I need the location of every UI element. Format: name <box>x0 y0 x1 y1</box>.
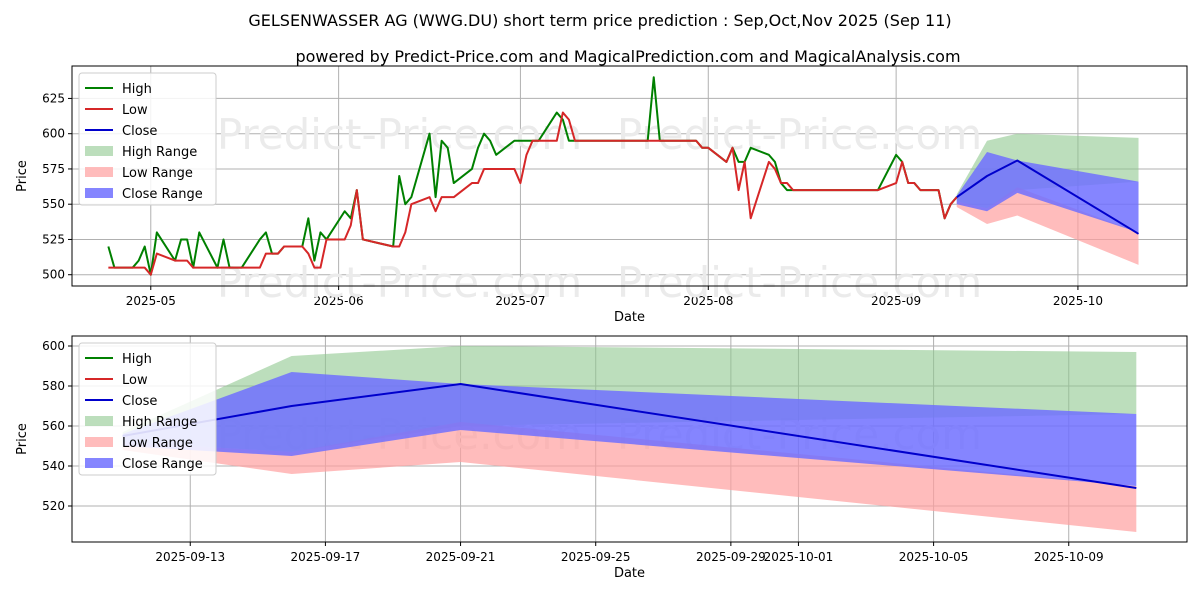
y-tick-label: 525 <box>42 232 65 246</box>
x-tick-label: 2025-06 <box>314 294 364 308</box>
chart-title: GELSENWASSER AG (WWG.DU) short term pric… <box>248 11 951 30</box>
legend-label: High Range <box>122 415 197 430</box>
x-tick-label: 2025-09-21 <box>426 550 496 564</box>
close-range-band <box>956 152 1139 233</box>
high-line <box>107 76 958 276</box>
y-tick-label: 520 <box>42 499 65 513</box>
y-axis-label: Price <box>15 423 30 455</box>
y-tick-label: 600 <box>42 127 65 141</box>
legend-box <box>78 72 217 206</box>
x-tick-label: 2025-10-09 <box>1034 550 1104 564</box>
legend-swatch-low-range <box>85 167 113 177</box>
low-range-band <box>956 187 1139 265</box>
watermark: Predict-Price.com <box>217 110 582 159</box>
x-tick-label: 2025-09-25 <box>561 550 631 564</box>
y-tick-label: 600 <box>42 339 65 353</box>
y-tick-label: 550 <box>42 197 65 211</box>
close-range-band <box>122 372 1137 486</box>
y-tick-label: 540 <box>42 459 65 473</box>
legend-label: Low Range <box>122 166 193 181</box>
x-tick-label: 2025-10-05 <box>899 550 969 564</box>
x-tick-label: 2025-09-17 <box>291 550 361 564</box>
legend-label: Close Range <box>122 187 203 202</box>
x-tick-label: 2025-09 <box>871 294 921 308</box>
axes-frame <box>71 335 1188 543</box>
x-axis-label: Date <box>614 310 645 325</box>
x-tick-label: 2025-10 <box>1053 294 1103 308</box>
close-line <box>956 159 1140 235</box>
top-panel: 2025-05 2025-06 2025-07 2025-08 2025-09 2025-… <box>15 65 1188 325</box>
bottom-panel: 2025-09-13 2025-09-17 2025-09-21 2025-09-25… <box>15 335 1188 581</box>
legend-label: Close Range <box>122 457 203 472</box>
low-range-band <box>122 422 1137 532</box>
legend-label: Close <box>122 124 157 139</box>
watermark: Predict-Price.com <box>217 258 582 307</box>
x-axis-label: Date <box>614 566 645 581</box>
legend-label: Low Range <box>122 436 193 451</box>
x-tick-label: 2025-09-29 <box>696 550 766 564</box>
legend-swatch-high-range <box>85 146 113 156</box>
y-tick-label: 580 <box>42 379 65 393</box>
legend-label: Low <box>122 373 148 388</box>
legend-label: High <box>122 352 152 367</box>
y-tick-label: 560 <box>42 419 65 433</box>
x-tick-label: 2025-05 <box>126 294 176 308</box>
y-tick-label: 500 <box>42 268 65 282</box>
watermark: Predict-Price.com <box>617 110 982 159</box>
x-tick-label: 2025-10-01 <box>764 550 834 564</box>
legend-box <box>78 342 217 476</box>
x-tick-label: 2025-07 <box>495 294 545 308</box>
x-tick-label: 2025-08 <box>683 294 733 308</box>
y-tick-label: 625 <box>42 91 65 105</box>
low-line <box>108 111 958 276</box>
watermark: Predict-Price.com <box>617 258 982 307</box>
chart-subtitle: powered by Predict-Price.com and Magical… <box>295 47 960 66</box>
axes-frame <box>71 65 1188 287</box>
legend-label: Close <box>122 394 157 409</box>
legend-swatch-high-range <box>85 416 113 426</box>
legend-swatch-close-range <box>85 458 113 468</box>
legend-label: High <box>122 82 152 97</box>
y-tick-label: 575 <box>42 162 65 176</box>
y-axis-label: Price <box>15 160 30 192</box>
legend-label: High Range <box>122 145 197 160</box>
x-tick-label: 2025-09-13 <box>155 550 225 564</box>
legend-swatch-low-range <box>85 437 113 447</box>
legend-label: Low <box>122 103 148 118</box>
legend-swatch-close-range <box>85 188 113 198</box>
